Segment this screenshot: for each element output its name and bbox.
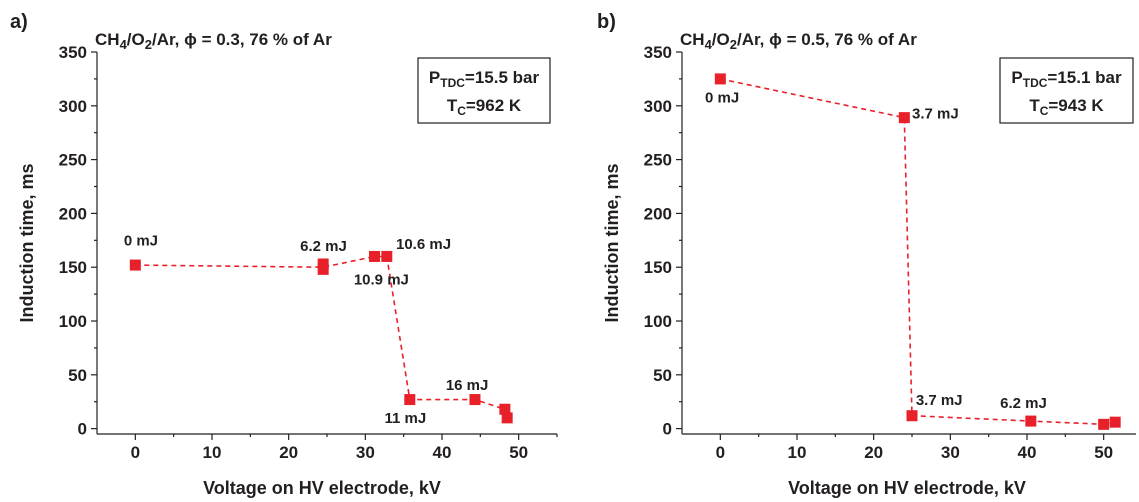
y-tick-label: 350: [644, 43, 672, 62]
y-tick-label: 300: [644, 97, 672, 116]
data-point: [714, 73, 726, 85]
x-axis-title: Voltage on HV electrode, kV: [203, 478, 441, 498]
y-tick-label: 350: [59, 43, 87, 62]
x-tick-label: 40: [433, 443, 452, 462]
x-tick-label: 50: [509, 443, 528, 462]
condition-label: TC=943 K: [1029, 96, 1104, 118]
x-tick-label: 30: [941, 443, 960, 462]
x-tick-label: 40: [1018, 443, 1037, 462]
y-tick-label: 300: [59, 97, 87, 116]
data-point: [898, 112, 910, 124]
energy-annotation: 0 mJ: [124, 233, 158, 250]
energy-annotation: 11 mJ: [385, 410, 427, 427]
y-axis-title: Induction time, ms: [17, 163, 37, 322]
trend-line: [720, 78, 1116, 426]
x-tick-label: 20: [864, 443, 883, 462]
condition-label: TC=962 K: [447, 96, 522, 118]
energy-annotation: 0 mJ: [705, 90, 739, 107]
x-tick-label: 0: [131, 443, 140, 462]
panel-label: a): [10, 11, 28, 33]
data-point: [501, 412, 513, 424]
x-tick-label: 50: [1094, 443, 1113, 462]
data-point: [1109, 416, 1121, 428]
y-tick-label: 0: [663, 420, 672, 439]
y-tick-label: 100: [59, 312, 87, 331]
energy-annotation: 3.7 mJ: [912, 106, 959, 123]
y-tick-label: 100: [644, 312, 672, 331]
y-tick-label: 150: [59, 258, 87, 277]
panel-b: b)CH4/O2/Ar, ϕ = 0.5, 76 % of Ar05010015…: [597, 11, 1136, 498]
data-point: [317, 263, 329, 275]
energy-annotation: 6.2 mJ: [300, 238, 347, 255]
y-tick-label: 200: [59, 204, 87, 223]
x-tick-label: 20: [279, 443, 298, 462]
data-point: [129, 259, 141, 271]
y-tick-label: 50: [653, 366, 672, 385]
chart-title: CH4/O2/Ar, ϕ = 0.3, 76 % of Ar: [95, 30, 332, 52]
x-axis-title: Voltage on HV electrode, kV: [788, 478, 1026, 498]
energy-annotation: 10.9 mJ: [354, 271, 409, 288]
data-point: [381, 250, 393, 262]
panel-label: b): [597, 11, 616, 33]
y-tick-label: 250: [59, 151, 87, 170]
y-tick-label: 250: [644, 151, 672, 170]
x-tick-label: 0: [716, 443, 725, 462]
panel-a: a)CH4/O2/Ar, ϕ = 0.3, 76 % of Ar05010015…: [10, 11, 558, 498]
y-tick-label: 150: [644, 258, 672, 277]
energy-annotation: 3.7 mJ: [916, 392, 963, 409]
x-tick-label: 30: [356, 443, 375, 462]
data-point: [1098, 418, 1110, 430]
conditions-box: [417, 57, 551, 124]
y-tick-label: 50: [68, 366, 87, 385]
energy-annotation: 16 mJ: [446, 377, 489, 394]
conditions-box: [999, 57, 1134, 124]
data-point: [906, 410, 918, 422]
energy-annotation: 10.6 mJ: [396, 236, 451, 253]
y-tick-label: 0: [78, 420, 87, 439]
data-point: [369, 250, 381, 262]
data-point: [404, 394, 416, 406]
y-axis-title: Induction time, ms: [602, 163, 622, 322]
data-point: [469, 394, 481, 406]
y-tick-label: 200: [644, 204, 672, 223]
chart-title: CH4/O2/Ar, ϕ = 0.5, 76 % of Ar: [680, 30, 917, 52]
data-point: [1025, 415, 1037, 427]
condition-label: PTDC=15.1 bar: [1011, 68, 1122, 90]
x-tick-label: 10: [788, 443, 807, 462]
x-tick-label: 10: [203, 443, 222, 462]
energy-annotation: 6.2 mJ: [1000, 395, 1047, 412]
data-point: [499, 403, 511, 415]
condition-label: PTDC=15.5 bar: [429, 68, 540, 90]
